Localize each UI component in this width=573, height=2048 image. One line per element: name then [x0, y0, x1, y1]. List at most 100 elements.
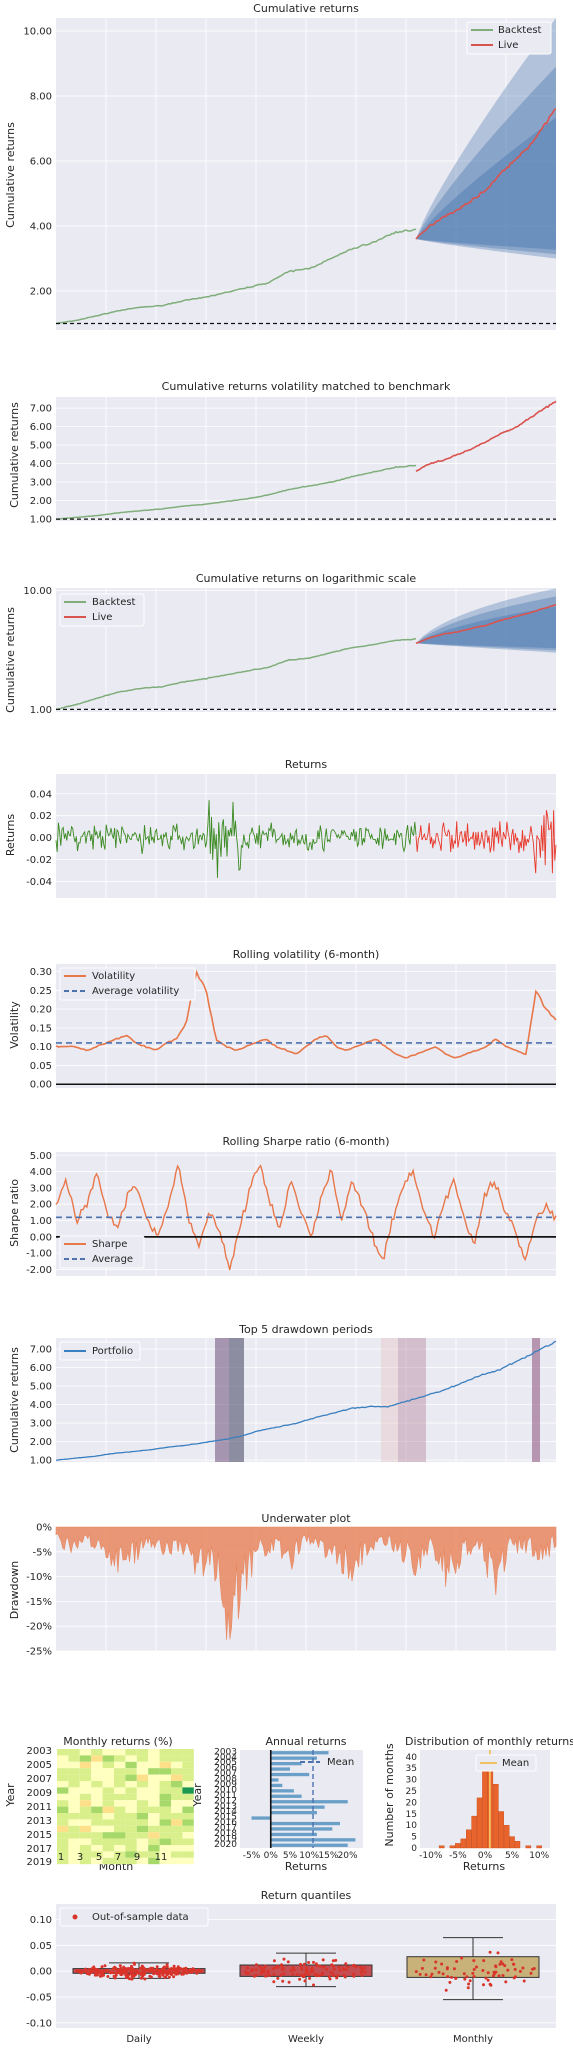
oos-point — [466, 1986, 470, 1990]
gridlines — [56, 18, 556, 330]
y-tick-label: 5.00 — [30, 1151, 52, 1162]
oos-point — [522, 1979, 526, 1983]
y-axis-label: Returns — [4, 814, 17, 857]
legend: Backtest Live — [466, 21, 552, 55]
oos-point — [513, 1967, 517, 1971]
annual-return-bar — [270, 1843, 348, 1847]
heatmap-cell — [148, 1832, 160, 1839]
oos-point — [183, 1970, 186, 1973]
oos-point — [254, 1963, 258, 1967]
annual-return-bar — [270, 1767, 290, 1771]
oos-point — [463, 1977, 467, 1981]
heatmap-cell — [114, 1825, 126, 1833]
oos-point — [92, 1965, 96, 1969]
chart-marks: 2003200420052006200720082009201020112012… — [214, 1747, 358, 1861]
legend-label-volatility: Volatility — [92, 971, 135, 982]
oos-point — [472, 1968, 476, 1971]
heatmap-cell — [125, 1838, 137, 1845]
heatmap-cell — [79, 1825, 92, 1833]
x-tick-label: 10% — [299, 1851, 319, 1861]
y-ticks: 1.00 10.00 — [23, 586, 52, 716]
y-tick-label: 8.00 — [30, 92, 52, 103]
oos-point — [155, 1967, 159, 1971]
oos-point — [414, 1970, 418, 1974]
oos-point — [109, 1971, 113, 1975]
legend: Mean — [300, 1757, 354, 1768]
oos-point — [450, 1975, 454, 1979]
heatmap-cell — [125, 1761, 137, 1769]
oos-point — [289, 1968, 293, 1972]
annual-return-bar — [270, 1772, 310, 1777]
heatmap-cell — [159, 1857, 171, 1865]
y-tick-label: 0.05 — [30, 1061, 52, 1072]
heatmap-cell — [159, 1813, 171, 1820]
annual-return-bar — [270, 1783, 283, 1788]
y-tick-label: 2007 — [27, 1774, 52, 1785]
histogram-bar — [476, 1797, 483, 1849]
heatmap-cell — [159, 1774, 171, 1781]
legend: Backtest Live — [59, 593, 145, 627]
y-tick-label: 5.00 — [30, 441, 52, 452]
oos-point — [272, 1980, 276, 1984]
y-tick-label: 2013 — [27, 1816, 52, 1827]
y-ticks: 0.00 0.05 0.10 0.15 0.20 0.25 0.30 — [30, 967, 52, 1091]
oos-point — [304, 1969, 308, 1973]
histogram-bar — [525, 1845, 532, 1849]
oos-point — [518, 1969, 522, 1973]
heatmap-cell — [91, 1838, 103, 1845]
chart-title: Monthly returns (%) — [63, 1735, 172, 1748]
oos-point — [351, 1964, 355, 1968]
oos-point — [184, 1966, 188, 1970]
heatmap-cell — [91, 1813, 103, 1820]
heatmap-cell — [91, 1781, 103, 1788]
drawdown-band-1 — [215, 1338, 229, 1462]
histogram-bar — [455, 1843, 461, 1849]
annual-return-bar — [270, 1811, 317, 1815]
heatmap-cell — [171, 1806, 183, 1813]
oos-point — [166, 1969, 170, 1973]
oos-point — [113, 1965, 117, 1969]
x-ticks: Daily Weekly Monthly — [126, 2034, 493, 2045]
oos-point — [99, 1972, 103, 1976]
chart-marks — [55, 588, 557, 711]
oos-point — [118, 1964, 122, 1968]
heatmap-cell — [68, 1819, 80, 1826]
oos-point — [175, 1967, 178, 1971]
oos-point — [359, 1970, 363, 1974]
oos-point — [301, 1975, 305, 1979]
heatmap-cell — [91, 1819, 103, 1826]
log-scale-panel: Cumulative returns on logarithmic scale … — [4, 572, 557, 716]
oos-point — [259, 1972, 263, 1975]
oos-point — [281, 1967, 285, 1971]
oos-point — [318, 1964, 322, 1968]
y-axis-label: Year — [4, 1783, 17, 1808]
heatmap-cell — [91, 1845, 103, 1852]
cone-band-1 — [416, 588, 556, 653]
y-tick-label: 0.10 — [30, 1042, 52, 1053]
heatmap-cell — [68, 1813, 80, 1820]
oos-point — [337, 1965, 341, 1969]
oos-point — [332, 1967, 336, 1971]
annual-return-bar — [270, 1778, 279, 1782]
oos-point — [325, 1967, 329, 1971]
heatmap-cells — [57, 1749, 194, 1865]
y-tick-label: 0.00 — [30, 833, 52, 844]
oos-point — [488, 1950, 492, 1954]
drawdown-band-5 — [532, 1338, 540, 1462]
heatmap-cell — [148, 1774, 160, 1781]
oos-point — [494, 1970, 498, 1974]
oos-point — [332, 1964, 335, 1968]
oos-point — [501, 1974, 505, 1977]
annual-return-bar — [270, 1805, 325, 1809]
heatmap-cell — [57, 1774, 69, 1781]
y-ticks: 1.00 2.00 3.00 4.00 5.00 6.00 7.00 — [30, 1345, 52, 1467]
oos-point — [180, 1972, 184, 1976]
annual-returns-panel: Annual returns Year Returns 200320042005… — [191, 1735, 363, 1873]
x-tick-label: -5% — [449, 1851, 467, 1861]
oos-point — [90, 1970, 94, 1974]
heatmap-cell — [125, 1755, 137, 1762]
heatmap-cell — [136, 1749, 149, 1756]
y-ticks: -0.04 -0.02 0.00 0.02 0.04 — [26, 789, 52, 888]
y-tick-label: -2.00 — [26, 1265, 52, 1276]
oos-point — [315, 1964, 319, 1968]
